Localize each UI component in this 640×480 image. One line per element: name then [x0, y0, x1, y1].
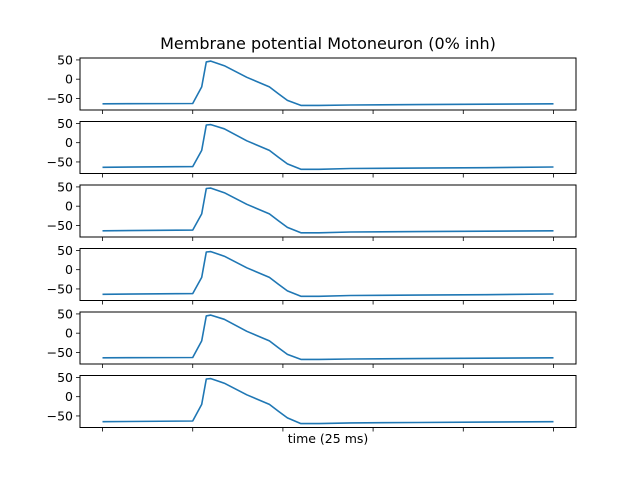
y-tick-label: 0: [65, 72, 73, 87]
axes-frame: [79, 121, 577, 174]
y-tick-label: −50: [47, 154, 73, 169]
y-tick-label: −50: [47, 281, 73, 296]
y-tick-label: −50: [47, 345, 73, 360]
subplot-2: 50 0 −50: [47, 116, 577, 178]
membrane-potential-trace: [102, 123, 554, 171]
y-tick-label: −50: [47, 218, 73, 233]
axes-frame: [79, 184, 577, 238]
y-tick-label: 50: [57, 179, 73, 194]
y-tick-label: 0: [65, 135, 73, 150]
subplot-4: 50 0 −50: [47, 243, 577, 305]
axes-frame: [79, 248, 577, 301]
subplot-1: 50 0 −50: [47, 52, 577, 114]
membrane-potential-trace: [102, 250, 554, 298]
subplot-panels: 50 0 −50 50 0 −50 50 0 −50 50 0 −50 50 0 −50 50 0 −50: [47, 52, 577, 432]
chart-title: Membrane potential Motoneuron (0% inh): [160, 34, 496, 53]
y-tick-label: 0: [65, 199, 73, 214]
y-tick-label: 50: [57, 116, 73, 131]
y-tick-label: 0: [65, 326, 73, 341]
y-tick-label: 0: [65, 389, 73, 404]
axes-frame: [79, 375, 577, 428]
membrane-potential-trace: [102, 60, 554, 107]
y-tick-label: −50: [47, 91, 73, 106]
x-axis-label: time (25 ms): [288, 431, 369, 446]
subplot-6: 50 0 −50: [47, 370, 577, 432]
axes-frame: [79, 57, 577, 111]
membrane-potential-trace: [102, 377, 554, 425]
axes-frame: [79, 311, 577, 365]
subplot-3: 50 0 −50: [47, 179, 577, 241]
y-tick-label: 0: [65, 262, 73, 277]
y-tick-label: 50: [57, 306, 73, 321]
y-tick-label: 50: [57, 243, 73, 258]
y-tick-label: 50: [57, 370, 73, 385]
subplot-5: 50 0 −50: [47, 306, 577, 368]
y-tick-label: −50: [47, 408, 73, 423]
y-tick-label: 50: [57, 52, 73, 67]
membrane-potential-trace: [102, 314, 554, 361]
membrane-potential-trace: [102, 187, 554, 234]
